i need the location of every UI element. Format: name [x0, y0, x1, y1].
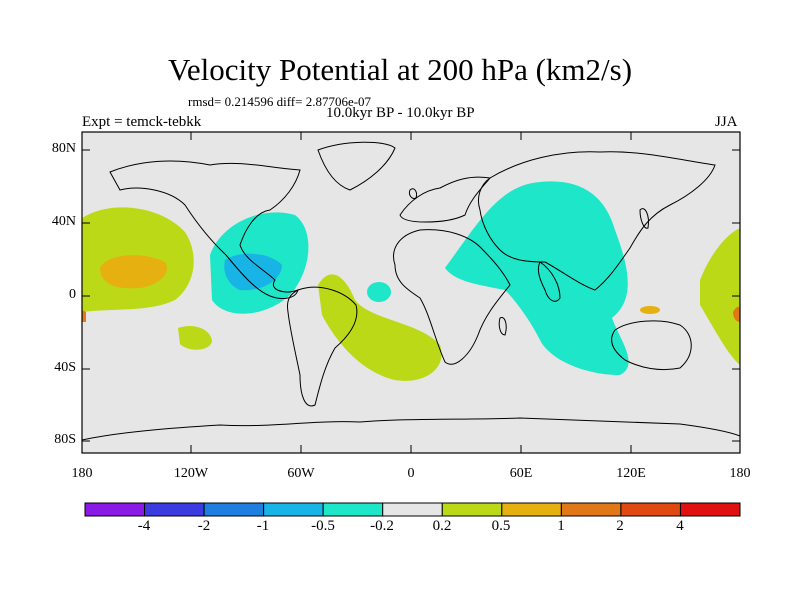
colorbar-box	[679, 502, 741, 517]
coast-north-america	[109, 160, 301, 299]
colorbar-label: 4	[676, 518, 684, 534]
pos-region-atlantic	[318, 274, 442, 381]
experiment-label: Expt = temck-tebkk	[82, 114, 202, 130]
colorbar-box	[441, 502, 503, 517]
colorbar-label: -4	[137, 518, 151, 534]
colorbar-box	[203, 502, 265, 517]
colorbar-label: -1	[256, 518, 270, 534]
coast-south-america	[287, 286, 358, 407]
colorbar-label: -2	[197, 518, 211, 534]
lat-label-0: 0	[69, 287, 76, 302]
map-title: Velocity Potential at 200 hPa (km2/s)	[167, 52, 633, 87]
colorbar-box	[560, 502, 622, 517]
colorbar	[84, 502, 741, 517]
colorbar-label: 0.5	[491, 518, 511, 534]
lon-label-60e: 60E	[509, 466, 533, 481]
pos-region-maritime	[640, 306, 660, 314]
colorbar-label: 2	[616, 518, 624, 534]
colorbar-box	[84, 502, 146, 517]
neg-region-central-america-core	[224, 253, 282, 291]
stats-text: rmsd= 0.214596 diff= 2.87706e-07	[188, 94, 372, 109]
coast-madagascar	[498, 316, 507, 336]
coast-africa	[393, 229, 511, 365]
colorbar-box	[322, 502, 384, 517]
coast-europe	[399, 176, 491, 223]
neg-region-asia	[445, 181, 629, 375]
coast-antarctica	[81, 417, 741, 441]
lon-label-120e: 120E	[616, 466, 646, 481]
lon-label-120w: 120W	[173, 466, 209, 481]
lon-label-180e: 180	[729, 466, 751, 481]
coast-asia	[477, 151, 716, 291]
lat-label-80s: 80S	[54, 432, 76, 447]
coast-australia	[611, 320, 692, 371]
velocity-potential-fill	[82, 181, 740, 381]
neg-region-atlantic-blob	[367, 282, 391, 302]
colorbar-box	[501, 502, 562, 517]
colorbar-box	[263, 502, 324, 517]
pos-region-east-core	[733, 306, 740, 322]
pos-region-east	[700, 228, 740, 365]
coast-uk	[409, 188, 417, 199]
colorbar-label: -0.2	[370, 518, 394, 534]
colorbar-box	[144, 502, 205, 517]
colorbar-label: 1	[557, 518, 565, 534]
lat-label-40n: 40N	[51, 214, 76, 229]
pos-region-pacific-core	[100, 255, 168, 289]
colorbar-label: 0.2	[432, 518, 452, 534]
lat-ticks	[82, 149, 740, 442]
coastlines	[81, 141, 741, 441]
lon-label-180w: 180	[71, 466, 93, 481]
lon-label-60w: 60W	[287, 466, 315, 481]
colorbar-box	[382, 502, 443, 517]
coast-greenland	[317, 141, 396, 191]
pos-region-west-edge	[82, 310, 86, 322]
season-label: JJA	[715, 114, 738, 130]
pos-region-south-pacific	[178, 325, 212, 350]
lon-ticks	[190, 132, 632, 453]
coast-japan	[639, 208, 649, 229]
colorbar-label: -0.5	[311, 518, 335, 534]
coast-india	[537, 261, 561, 302]
period-text: 10.0kyr BP - 10.0kyr BP	[326, 105, 475, 121]
lon-label-0: 0	[407, 466, 415, 481]
lat-label-40s: 40S	[54, 360, 76, 375]
lat-label-80n: 80N	[51, 141, 76, 156]
map-background	[82, 132, 740, 453]
colorbar-box	[620, 502, 681, 517]
